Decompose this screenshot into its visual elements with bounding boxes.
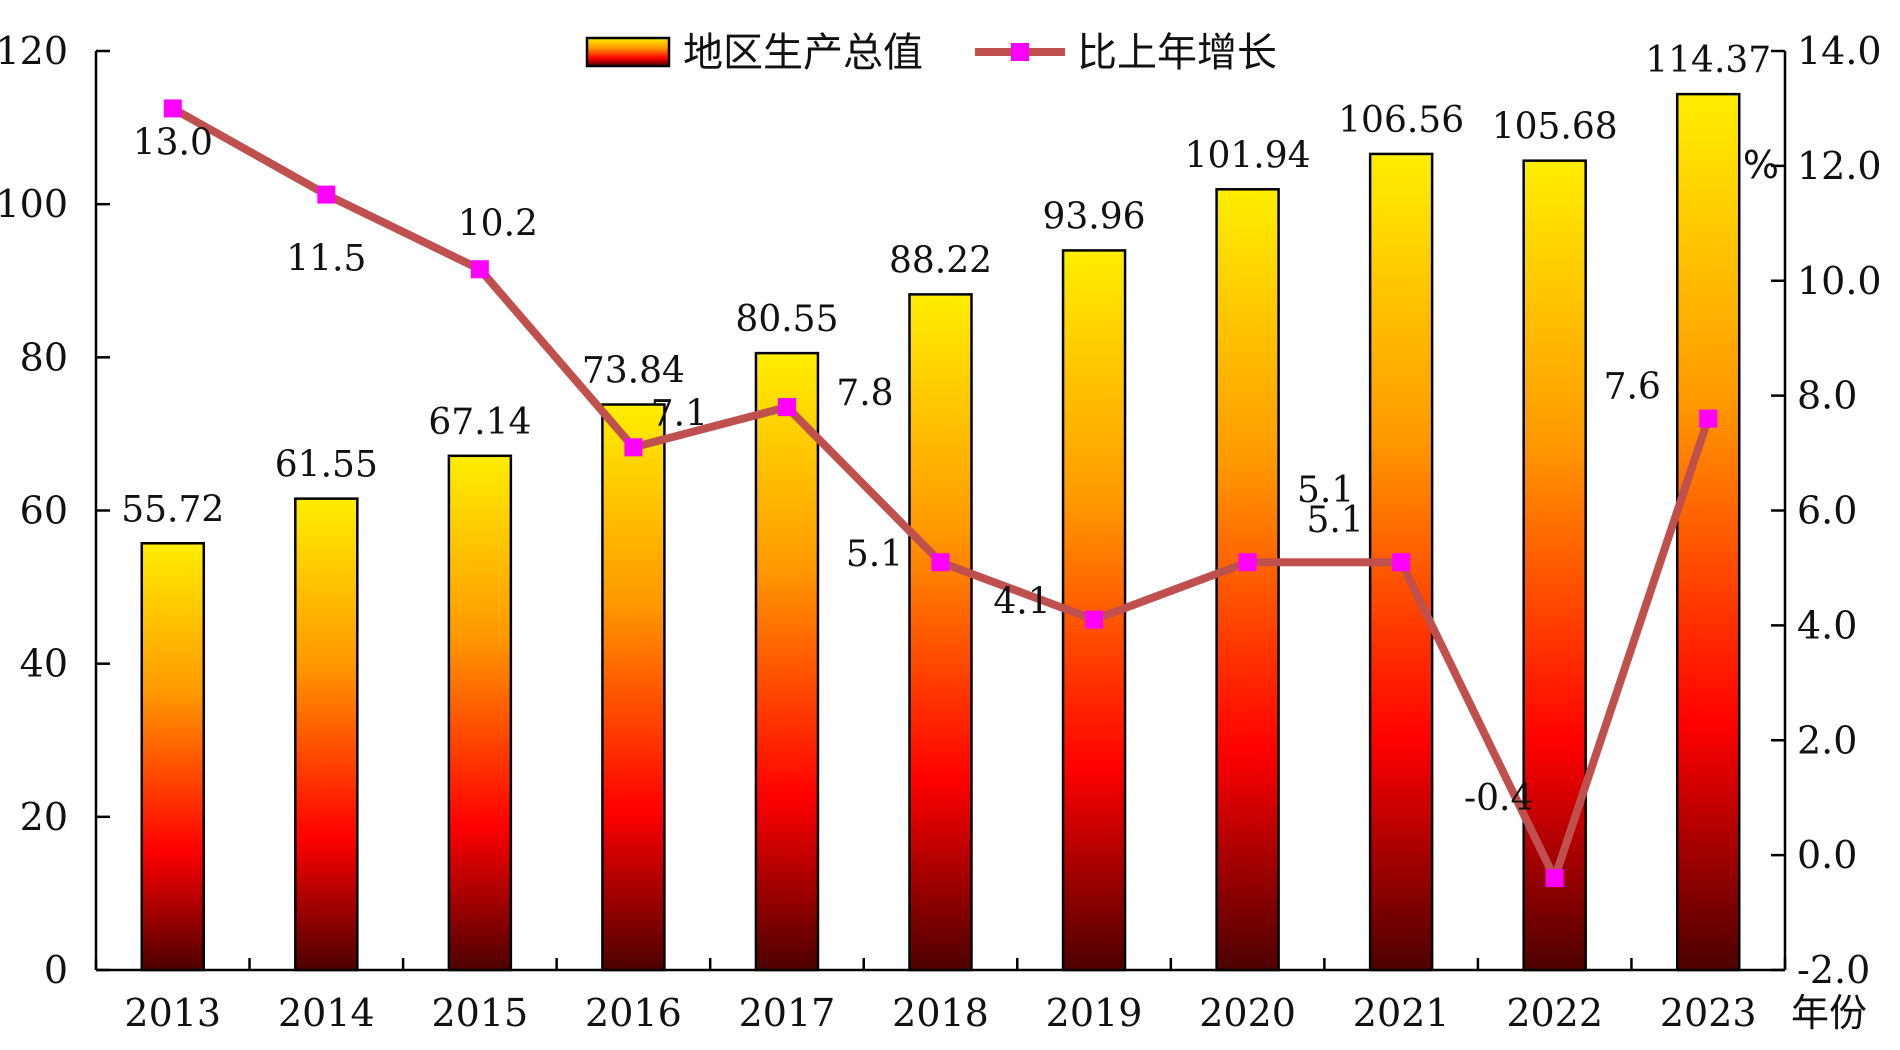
right-tick-label: 2.0: [1797, 718, 1857, 762]
x-tick-label: 2022: [1506, 991, 1603, 1035]
growth-marker-2018: [931, 553, 950, 572]
legend-line-label: 比上年增长: [1077, 30, 1277, 76]
bar-value-label: 114.37: [1645, 40, 1771, 81]
bar-2017: [754, 351, 820, 972]
right-tick-label: 14.0: [1797, 29, 1882, 73]
growth-marker-2023: [1699, 409, 1718, 428]
right-tick-label: 8.0: [1797, 374, 1857, 418]
left-tick-label: 40: [20, 642, 68, 686]
bar-2015: [447, 454, 513, 972]
axes: 0 20 40 60 80 100 120 -2.0 0.0 2.0 4.0 6.0 8.0 10.0 12…: [0, 29, 1882, 1035]
x-tick-label: 2021: [1353, 991, 1450, 1035]
x-axis-title: 年份: [1791, 991, 1867, 1035]
left-tick-label: 80: [20, 335, 68, 379]
legend: 地区生产总值 比上年增长: [585, 30, 1277, 76]
bar-2022: [1522, 159, 1587, 972]
legend-line-marker: [1011, 43, 1029, 61]
bar-2014: [294, 497, 359, 972]
right-tick-label: 4.0: [1797, 603, 1857, 647]
bar-value-label: 73.84: [582, 351, 685, 392]
x-tick-label: 2020: [1199, 991, 1296, 1035]
growth-value-label: 13.0: [133, 122, 213, 163]
right-tick-label: 0.0: [1797, 833, 1857, 877]
growth-marker-2014: [317, 185, 336, 204]
bars-layer: [140, 92, 1741, 972]
bar-value-label: 88.22: [889, 240, 992, 281]
x-tick-label: 2014: [278, 991, 375, 1035]
right-tick-label: -2.0: [1797, 948, 1870, 992]
legend-bar-label: 地区生产总值: [683, 30, 923, 76]
x-tick-label: 2015: [432, 991, 529, 1035]
growth-marker-2020: [1238, 553, 1257, 572]
growth-marker-2016: [624, 438, 643, 457]
left-tick-label: 60: [20, 489, 68, 533]
bar-value-label: 80.55: [735, 299, 838, 340]
growth-value-label: 4.1: [993, 582, 1050, 623]
growth-value-label: 11.5: [286, 239, 366, 280]
x-tick-label: 2017: [739, 991, 836, 1035]
growth-marker-2013: [163, 99, 182, 118]
growth-value-label: 10.2: [458, 203, 538, 244]
growth-value-label: 5.1: [846, 534, 903, 575]
bar-value-label: 55.72: [121, 489, 224, 530]
growth-line-layer: [163, 99, 1718, 888]
data-labels-layer: 55.72 61.55 67.14 73.84 80.55 88.22 93.96 101.9…: [121, 40, 1771, 819]
growth-marker-2015: [470, 260, 489, 279]
bar-value-label: 67.14: [428, 402, 531, 443]
x-tick-label: 2018: [892, 991, 989, 1035]
x-tick-label: 2019: [1046, 991, 1143, 1035]
bar-2023: [1675, 92, 1741, 972]
bar-value-label: 106.56: [1338, 100, 1464, 141]
right-tick-label: 6.0: [1797, 489, 1857, 533]
left-tick-label: 120: [0, 29, 68, 73]
growth-marker-2021: [1392, 553, 1411, 572]
bar-value-label: 105.68: [1492, 107, 1618, 148]
bar-2013: [140, 542, 206, 972]
bar-2020: [1215, 188, 1280, 972]
bar-2018: [908, 293, 973, 972]
legend-bar-swatch: [585, 36, 671, 68]
growth-value-label: 5.1: [1307, 500, 1364, 541]
bar-value-label: 61.55: [275, 445, 378, 486]
right-axis-unit: %: [1743, 143, 1779, 187]
growth-value-label: 7.1: [651, 393, 708, 434]
bar-value-label: 93.96: [1043, 196, 1146, 237]
left-tick-label: 20: [20, 795, 68, 839]
x-tick-label: 2013: [124, 991, 221, 1035]
left-tick-label: 100: [0, 182, 68, 226]
right-tick-label: 10.0: [1797, 259, 1882, 303]
growth-value-label: 7.6: [1604, 367, 1661, 408]
growth-value-label: 7.8: [836, 373, 893, 414]
growth-value-label: 5.1: [1297, 470, 1354, 511]
x-tick-label: 2016: [585, 991, 682, 1035]
growth-value-label: -0.4: [1464, 778, 1533, 819]
right-tick-label: 12.0: [1797, 144, 1882, 188]
bar-value-label: 101.94: [1185, 135, 1311, 176]
growth-marker-2019: [1085, 610, 1104, 629]
growth-marker-2022: [1545, 869, 1564, 888]
bar-2016: [601, 403, 666, 972]
growth-marker-2017: [777, 398, 796, 417]
x-tick-label: 2023: [1660, 991, 1757, 1035]
left-tick-label: 0: [44, 948, 68, 992]
